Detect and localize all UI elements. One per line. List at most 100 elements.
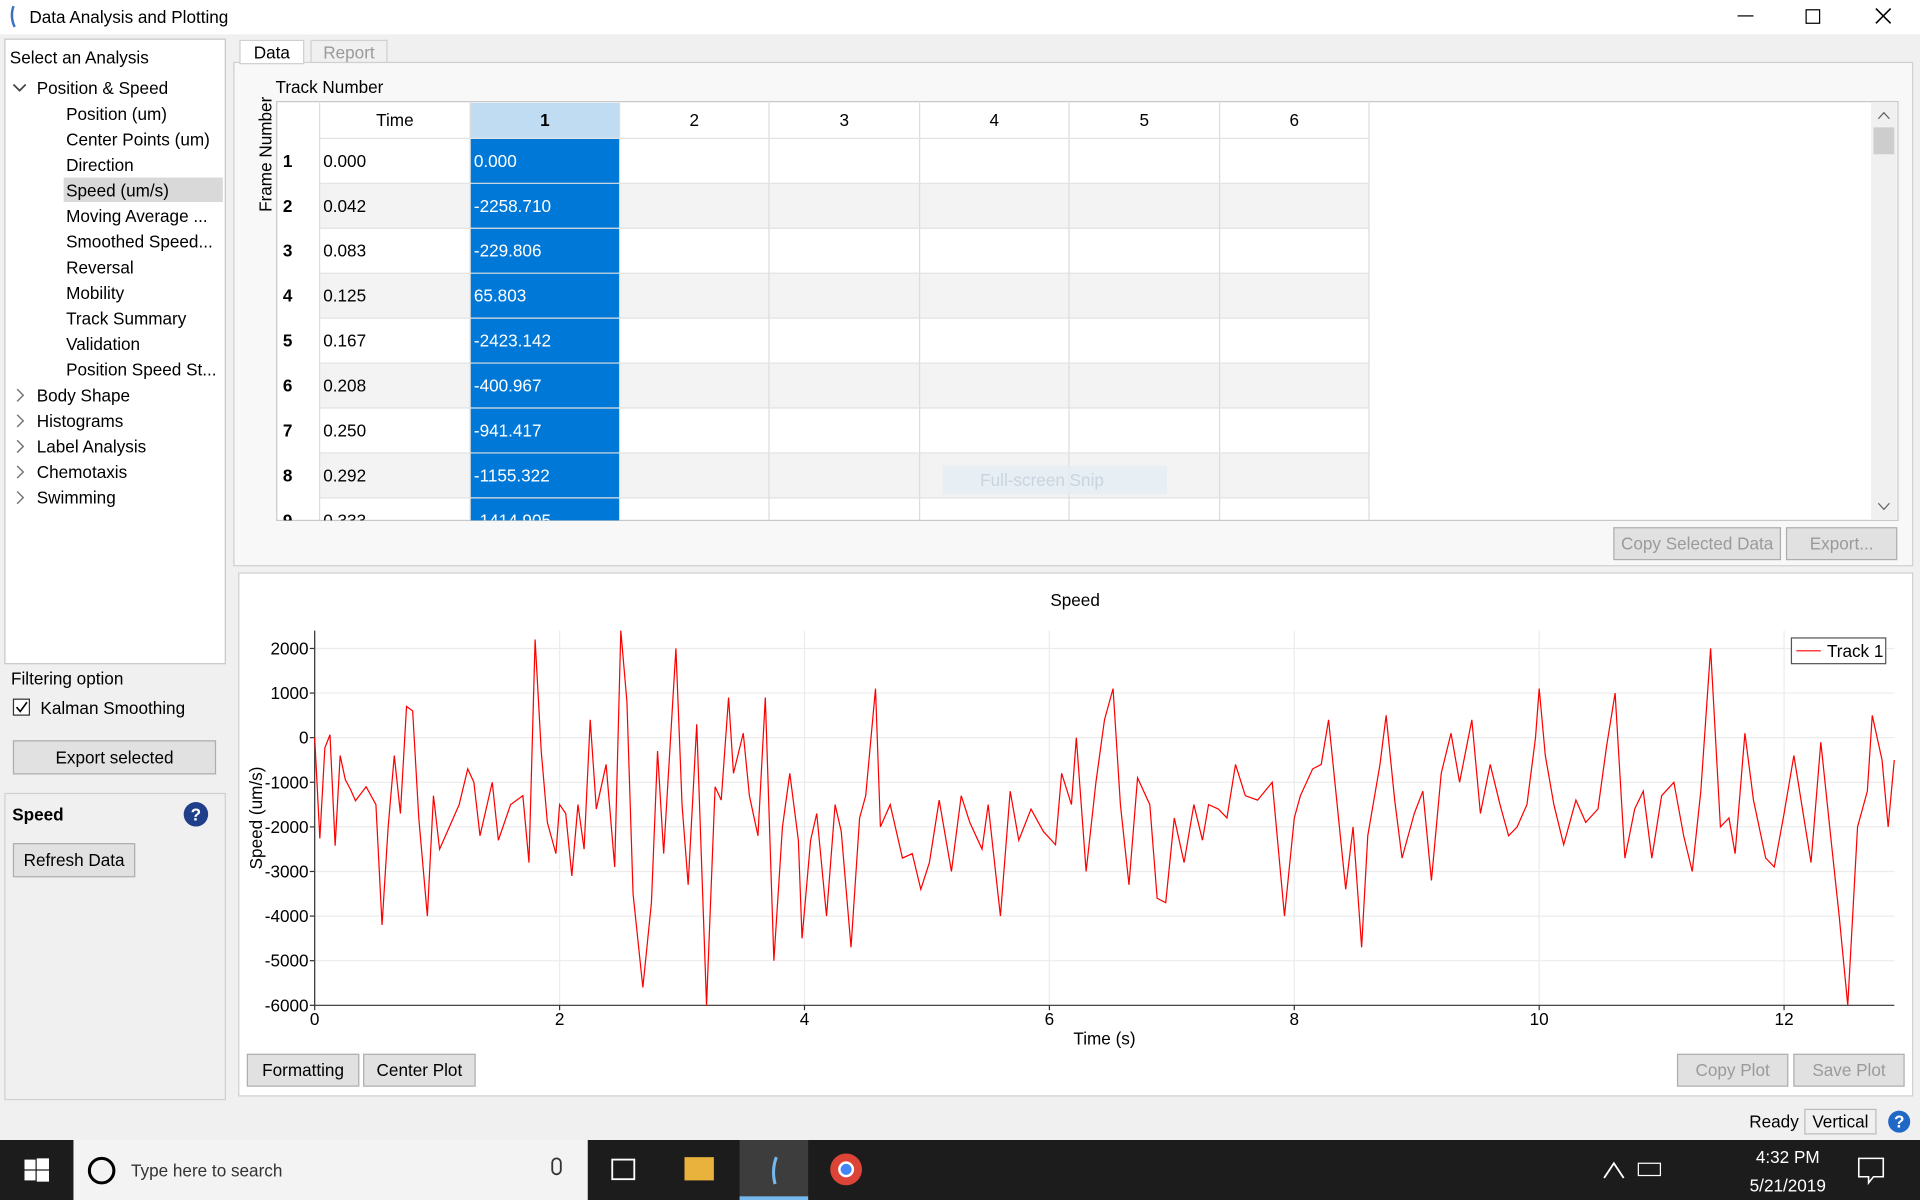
cell[interactable]: -941.417 [474,420,542,440]
x-tick-label: 0 [310,1009,320,1029]
tree-child[interactable]: Position Speed St... [66,360,216,380]
tree-item[interactable]: Label Analysis [37,436,146,456]
cell[interactable]: 0.208 [323,376,366,396]
cell[interactable]: 0.000 [323,151,366,171]
status-help[interactable] [1888,1110,1911,1133]
button-label: Export selected [55,747,173,767]
formatting-button[interactable]: Formatting [246,1053,360,1087]
orientation-box[interactable] [1804,1108,1877,1135]
battery-icon[interactable] [1637,1162,1662,1177]
tray-chevron[interactable] [1603,1161,1625,1179]
selected-header [470,102,620,139]
start-button[interactable] [24,1158,49,1182]
collapse-arrow[interactable] [16,414,25,428]
tree-child[interactable]: Reversal [66,257,134,277]
column-header[interactable]: 4 [990,110,1000,130]
cell[interactable]: -229.806 [474,241,542,261]
tree-child[interactable]: Speed (um/s) [66,181,169,201]
checkbox[interactable] [12,698,30,716]
export-button[interactable]: Export... [1785,527,1898,561]
close[interactable] [1875,8,1892,24]
checkbox-label[interactable]: Kalman Smoothing [40,698,185,718]
column-header[interactable]: 1 [540,110,550,130]
cell[interactable]: 0.042 [323,196,366,216]
button-label: Formatting [262,1060,344,1080]
collapse-arrow[interactable] [16,439,25,454]
cell[interactable]: 0.333 [323,510,366,530]
tree-child[interactable]: Mobility [66,283,124,303]
copy-data-button[interactable]: Copy Selected Data [1613,527,1782,561]
selected-column [470,138,620,521]
collapse-arrow[interactable] [16,465,25,479]
app-icon [10,5,16,28]
tree-child[interactable]: Track Summary [66,308,187,328]
copy-plot-button[interactable]: Copy Plot [1676,1053,1789,1087]
refresh-button[interactable]: Refresh Data [12,843,136,878]
y-tick-label: -6000 [265,995,309,1015]
cortana-icon [87,1156,116,1185]
export-button[interactable]: Export selected [12,740,217,775]
button-frame [1676,1053,1789,1087]
y-tick-label: -1000 [265,772,309,792]
scroll-up[interactable] [1877,111,1890,120]
tab[interactable] [310,39,388,64]
button-frame [12,740,217,775]
column-header[interactable]: 2 [690,110,700,130]
scroll-thumb[interactable] [1873,127,1895,155]
cell[interactable]: 0.125 [323,286,366,306]
tree-child[interactable]: Moving Average ... [66,206,208,226]
cell[interactable]: 65.803 [474,286,526,306]
tab-label[interactable]: Report [323,43,375,63]
cell[interactable]: -2423.142 [474,331,551,351]
mic-icon[interactable] [551,1157,562,1176]
restore[interactable] [1805,9,1821,24]
cell[interactable]: 0.250 [323,420,366,440]
center-plot-button[interactable]: Center Plot [363,1053,476,1087]
search-placeholder[interactable]: Type here to search [131,1161,282,1181]
notifications[interactable] [1857,1157,1885,1186]
tree-child[interactable]: Direction [66,155,134,175]
tree-item[interactable]: Chemotaxis [37,462,127,482]
x-tick-label: 10 [1530,1009,1549,1029]
scrollbar[interactable] [1871,102,1897,520]
column-header[interactable]: 3 [840,110,850,130]
search-box[interactable] [73,1140,588,1200]
tree-child[interactable]: Position (um) [66,104,167,124]
explorer-icon[interactable] [684,1157,714,1181]
scroll-down[interactable] [1877,502,1890,511]
cell[interactable]: -2258.710 [474,196,551,216]
tree-item[interactable]: Position & Speed [37,78,168,98]
collapse-arrow[interactable] [16,388,25,402]
tree-child[interactable]: Center Points (um) [66,129,210,149]
tree-child[interactable]: Validation [66,334,140,354]
cell[interactable]: 0.083 [323,241,366,261]
help-icon[interactable] [183,802,209,827]
cell[interactable]: -400.967 [474,376,542,396]
cell[interactable]: -1414.905 [474,510,551,530]
column-header[interactable]: 6 [1290,110,1300,130]
task-view[interactable] [611,1158,636,1181]
tab-label[interactable]: Data [254,43,291,63]
column-header[interactable]: Time [376,110,413,130]
column-header[interactable]: 5 [1140,110,1150,130]
app-icon [772,1156,778,1185]
cell[interactable]: -1155.322 [474,465,550,485]
collapse-arrow[interactable] [16,490,25,505]
tree-item[interactable]: Body Shape [37,385,130,405]
tree-child[interactable]: Smoothed Speed... [66,232,213,252]
expand-arrow[interactable] [12,83,27,92]
cell[interactable]: 0.167 [323,331,366,351]
tree-item[interactable]: Histograms [37,411,124,431]
clock-date[interactable]: 5/21/2019 [1750,1175,1826,1195]
tab[interactable] [239,39,305,65]
button-label: Center Plot [377,1060,463,1080]
clock-time[interactable]: 4:32 PM [1756,1147,1820,1167]
orientation-label[interactable]: Vertical [1812,1112,1868,1132]
row-header: 6 [283,376,293,396]
save-plot-button[interactable]: Save Plot [1793,1053,1905,1087]
cell[interactable]: 0.000 [474,151,517,171]
x-tick-label: 8 [1290,1009,1300,1029]
cell[interactable]: 0.292 [323,465,366,485]
tree-item[interactable]: Swimming [37,488,116,508]
y-tick-label: 1000 [270,683,308,703]
